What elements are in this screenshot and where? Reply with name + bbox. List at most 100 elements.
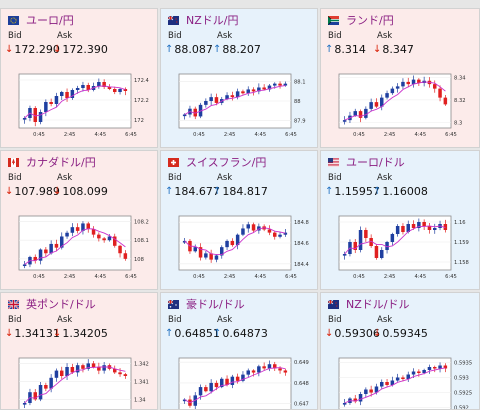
chart-container[interactable]: 172.4 172.2 172 0:45 2:45 4:45 6:45 bbox=[13, 70, 153, 142]
rate-card-5-chart: 184.8 184.6 184.4 0:45 2:45 4:45 6:45 bbox=[178, 215, 310, 280]
candle bbox=[123, 374, 128, 376]
candle bbox=[235, 376, 240, 381]
x-tick-label: 6:45 bbox=[445, 274, 457, 280]
rate-card-7[interactable]: 英ポンド/ドル Bid Ask ↓ 1.34131 ↓ 1.34205 1.342 1.341 1… bbox=[0, 292, 158, 410]
currency-pair-label[interactable]: スイスフラン/円 bbox=[186, 156, 267, 169]
currency-pair-label[interactable]: NZドル/円 bbox=[186, 14, 239, 27]
card-title[interactable]: NZドル/円 bbox=[168, 13, 238, 29]
candle bbox=[123, 89, 128, 91]
candle bbox=[283, 370, 288, 373]
moving-average-line bbox=[24, 366, 126, 404]
candle bbox=[198, 247, 203, 258]
ask-label: Ask bbox=[377, 31, 393, 41]
moving-average-line bbox=[344, 225, 446, 255]
chart-container[interactable]: 1.16 1.159 1.158 0:45 2:45 4:45 6:45 bbox=[333, 212, 473, 284]
card-title[interactable]: NZドル/ドル bbox=[328, 297, 409, 313]
candle bbox=[182, 240, 187, 243]
candle bbox=[75, 227, 80, 231]
x-tick-label: 0:45 bbox=[193, 274, 205, 280]
currency-pair-label[interactable]: 豪ドル/ドル bbox=[186, 298, 245, 311]
candle bbox=[204, 387, 208, 392]
x-tick-label: 2:45 bbox=[64, 274, 76, 280]
currency-pair-label[interactable]: NZドル/ドル bbox=[346, 298, 410, 311]
rate-card-5[interactable]: スイスフラン/円 Bid Ask ↑ 184.677 ↑ 184.817 184.8 184.6… bbox=[160, 150, 318, 290]
chart-container[interactable]: 108.2 108.1 108 0:45 2:45 4:45 6:45 bbox=[13, 212, 153, 284]
rate-card-9[interactable]: NZドル/ドル Bid Ask ↓ 0.59306 ↓ 0.59345 0.5935 0.593… bbox=[320, 292, 480, 410]
currency-pair-label[interactable]: ランド/円 bbox=[346, 14, 394, 27]
currency-pair-label[interactable]: 英ポンド/ドル bbox=[26, 298, 96, 311]
x-tick-label: 0:45 bbox=[353, 132, 365, 138]
ask-label: Ask bbox=[217, 31, 233, 41]
candle bbox=[220, 247, 224, 256]
candle bbox=[70, 367, 75, 373]
candle bbox=[97, 367, 101, 371]
rate-card-8[interactable]: 豪ドル/ドル Bid Ask ↑ 0.64851 ↑ 0.64873 0.649 0.648 0.… bbox=[160, 292, 318, 410]
card-title[interactable]: ランド/円 bbox=[328, 13, 394, 29]
currency-pair-label[interactable]: ユーロ/円 bbox=[26, 14, 74, 27]
plot-area bbox=[178, 357, 292, 409]
currency-pair-label[interactable]: ユーロ/ドル bbox=[346, 156, 405, 169]
candle bbox=[86, 363, 90, 369]
card-title[interactable]: 英ポンド/ドル bbox=[8, 297, 96, 313]
candle bbox=[273, 232, 277, 237]
bid-value: ↑ 8.314 bbox=[325, 43, 366, 56]
candle bbox=[364, 389, 368, 394]
rate-card-3[interactable]: ランド/円 Bid Ask ↑ 8.314 ↓ 8.347 8.34 8.32 8.3 0:45 2:… bbox=[320, 8, 480, 148]
candle bbox=[241, 228, 245, 235]
y-tick-label: 184.8 bbox=[294, 220, 309, 226]
rate-card-2[interactable]: NZドル/円 Bid Ask ↑ 88.087 ↑ 88.207 88.1 88 87.9 0:45… bbox=[160, 8, 318, 148]
candle bbox=[385, 242, 389, 250]
card-title[interactable]: ユーロ/円 bbox=[8, 13, 74, 29]
candle bbox=[38, 385, 43, 400]
chart-container[interactable]: 184.8 184.6 184.4 0:45 2:45 4:45 6:45 bbox=[173, 212, 313, 284]
bid-price: 1.34131 bbox=[14, 327, 60, 340]
x-tick-label: 0:45 bbox=[193, 132, 205, 138]
candle bbox=[44, 102, 48, 112]
rate-card-6[interactable]: ユーロ/ドル Bid Ask ↑ 1.15957 ↑ 1.16008 1.16 1.159 1.1… bbox=[320, 150, 480, 290]
candle bbox=[182, 399, 187, 402]
candle bbox=[364, 108, 368, 118]
card-title[interactable]: スイスフラン/円 bbox=[168, 155, 266, 171]
rate-card-3-chart: 8.34 8.32 8.3 0:45 2:45 4:45 6:45 bbox=[338, 73, 466, 138]
x-tick-label: 4:45 bbox=[255, 274, 267, 280]
chart-container[interactable]: 88.1 88 87.9 0:45 2:45 4:45 6:45 bbox=[173, 70, 313, 142]
ca-flag-icon bbox=[8, 157, 19, 167]
candle bbox=[385, 382, 389, 385]
card-title[interactable]: ユーロ/ドル bbox=[328, 155, 405, 171]
plot-area bbox=[338, 215, 452, 271]
candle bbox=[81, 85, 85, 88]
candle bbox=[283, 232, 288, 235]
x-tick-label: 0:45 bbox=[33, 274, 45, 280]
candle bbox=[395, 377, 400, 381]
candle bbox=[358, 230, 363, 250]
candle bbox=[22, 118, 27, 120]
chart-container[interactable]: 8.34 8.32 8.3 0:45 2:45 4:45 6:45 bbox=[333, 70, 473, 142]
card-title[interactable]: 豪ドル/ドル bbox=[168, 297, 245, 313]
x-tick-label: 2:45 bbox=[224, 274, 236, 280]
candle bbox=[380, 382, 384, 387]
candle bbox=[443, 365, 448, 369]
ask-value: ↑ 0.64873 bbox=[213, 327, 268, 340]
rate-card-1[interactable]: ユーロ/円 Bid Ask ↓ 172.290 ↓ 172.390 172.4 172.2 172… bbox=[0, 8, 158, 148]
arrow-up-icon: ↑ bbox=[213, 328, 222, 339]
rate-card-4[interactable]: カナダドル/円 Bid Ask ↓ 107.989 ↓ 108.099 108.2 108.1 1… bbox=[0, 150, 158, 290]
currency-pair-label[interactable]: カナダドル/円 bbox=[26, 156, 96, 169]
ask-value: ↓ 1.34205 bbox=[53, 327, 108, 340]
ask-value: ↑ 1.16008 bbox=[373, 185, 428, 198]
bid-price: 88.087 bbox=[174, 43, 213, 56]
plot-area bbox=[338, 73, 452, 129]
arrow-down-icon: ↓ bbox=[5, 186, 14, 197]
candle bbox=[342, 120, 347, 122]
card-title[interactable]: カナダドル/円 bbox=[8, 155, 96, 171]
ask-label: Ask bbox=[377, 173, 393, 183]
candle bbox=[102, 82, 106, 87]
bid-value: ↓ 1.34131 bbox=[5, 327, 60, 340]
y-tick-label: 8.34 bbox=[454, 75, 466, 81]
candle bbox=[262, 366, 266, 369]
candle bbox=[113, 368, 117, 373]
candle bbox=[241, 91, 245, 94]
candle bbox=[411, 79, 416, 85]
